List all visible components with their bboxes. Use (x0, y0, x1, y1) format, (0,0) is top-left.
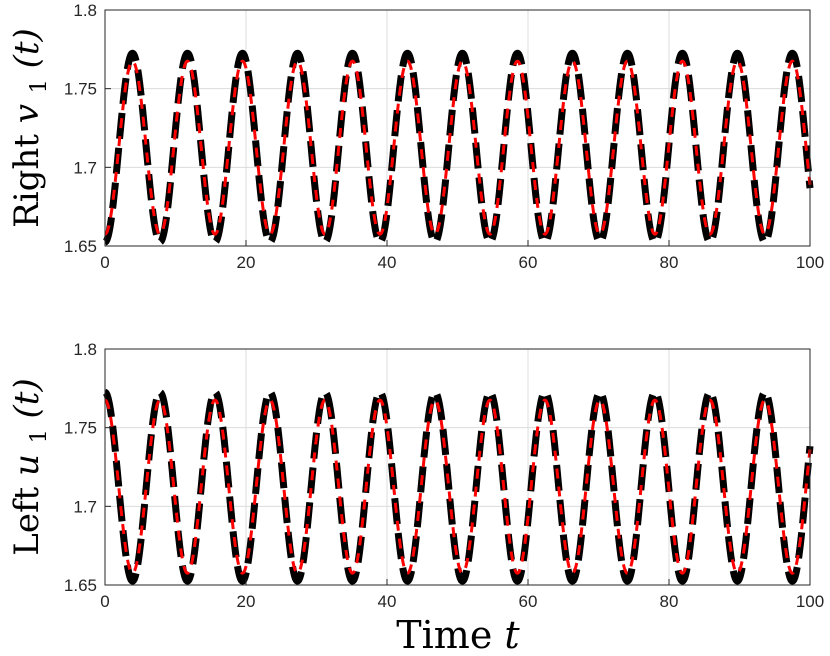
bottom-y-tick-label: 1.8 (73, 340, 97, 359)
top-x-tick-label: 100 (796, 253, 824, 272)
bottom-y-axis-label: Left u 1 (t) (7, 378, 55, 556)
top-y-label-arg: (t) (7, 28, 47, 68)
bottom-y-label-arg: (t) (7, 378, 47, 418)
top-y-label-sub: 1 (27, 79, 52, 93)
bottom-panel: 0 20 40 60 80 100 1.65 1.7 1.75 1.8 Left u 1 (t)… (7, 340, 824, 656)
bottom-x-tick-label: 80 (660, 592, 679, 611)
bottom-x-tick-label: 60 (519, 592, 538, 611)
top-y-tick-label: 1.75 (64, 80, 97, 99)
bottom-red-dashed-series (104, 398, 812, 575)
x-axis-label: Time t (396, 613, 520, 656)
top-x-tick-label: 20 (237, 253, 256, 272)
top-x-tick-label: 40 (378, 253, 397, 272)
bottom-x-tick-label: 40 (378, 592, 397, 611)
top-y-tick-label: 1.65 (64, 237, 97, 256)
top-red-dashed-series (104, 59, 812, 236)
bottom-y-label-var: u (7, 454, 47, 476)
top-x-tick-label: 80 (660, 253, 679, 272)
bottom-y-label-sub: 1 (27, 429, 52, 443)
bottom-x-tick-label: 20 (237, 592, 256, 611)
bottom-series (102, 388, 814, 585)
top-x-ticks: 0 20 40 60 80 100 (100, 240, 824, 272)
top-y-label-var: v (7, 104, 47, 123)
bottom-y-label-word: Left (7, 486, 47, 555)
x-label-var: t (504, 613, 520, 656)
top-axes-frame (104, 9, 811, 247)
top-y-tick-label: 1.8 (73, 1, 97, 20)
bottom-x-ticks: 0 20 40 60 80 100 (100, 579, 824, 611)
top-y-ticks: 1.65 1.7 1.75 1.8 (64, 1, 111, 256)
top-x-tick-label: 60 (519, 253, 538, 272)
bottom-y-ticks: 1.65 1.7 1.75 1.8 (64, 340, 111, 595)
bottom-x-tick-label: 100 (796, 592, 824, 611)
bottom-y-tick-label: 1.7 (73, 497, 97, 516)
bottom-y-tick-label: 1.65 (64, 576, 97, 595)
top-panel: 0 20 40 60 80 100 1.65 1.7 1.75 1.8 Right v 1 (t… (7, 1, 824, 272)
bottom-axes-frame (104, 348, 811, 586)
bottom-x-tick-label: 0 (100, 592, 109, 611)
top-y-label-word: Right (7, 134, 47, 228)
top-x-tick-label: 0 (100, 253, 109, 272)
top-y-tick-label: 1.7 (73, 158, 97, 177)
top-y-axis-label: Right v 1 (t) (7, 28, 55, 228)
x-label-word: Time (396, 613, 492, 656)
bottom-y-tick-label: 1.75 (64, 419, 97, 438)
top-series (102, 49, 814, 246)
